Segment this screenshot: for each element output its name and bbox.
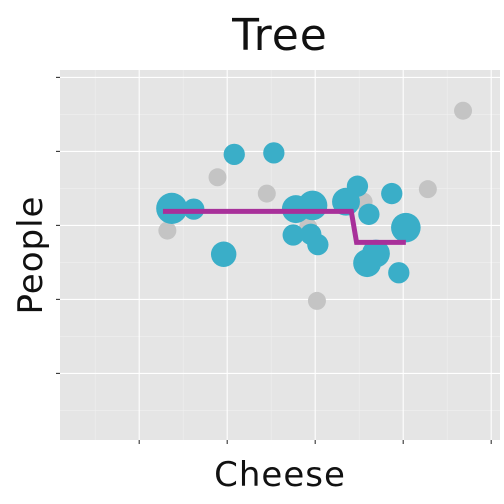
- background-point: [158, 221, 177, 240]
- y-axis-title: People: [11, 196, 51, 315]
- highlight-point: [358, 203, 380, 225]
- highlight-point: [391, 212, 421, 243]
- highlight-point: [223, 143, 245, 166]
- highlight-point: [307, 233, 329, 256]
- highlight-point: [263, 142, 285, 164]
- highlight-point: [297, 190, 328, 221]
- background-point: [307, 291, 326, 310]
- step-line: [162, 208, 406, 245]
- major-grid: [60, 70, 500, 440]
- highlight-point: [210, 241, 237, 267]
- highlight-point: [388, 262, 410, 284]
- highlight-point: [282, 224, 304, 246]
- background-point: [257, 184, 276, 203]
- background-point: [418, 180, 437, 199]
- panel-background: [60, 70, 500, 440]
- x-axis-title: Cheese: [214, 455, 346, 495]
- highlight-point: [353, 249, 382, 278]
- chart-title: Tree: [231, 10, 328, 61]
- highlight-point: [156, 192, 188, 224]
- background-point: [454, 101, 473, 120]
- highlight-point: [381, 182, 403, 205]
- axis-ticks: [56, 76, 492, 444]
- minor-grid: [60, 70, 500, 440]
- background-point: [208, 168, 227, 187]
- highlight-point: [346, 175, 369, 197]
